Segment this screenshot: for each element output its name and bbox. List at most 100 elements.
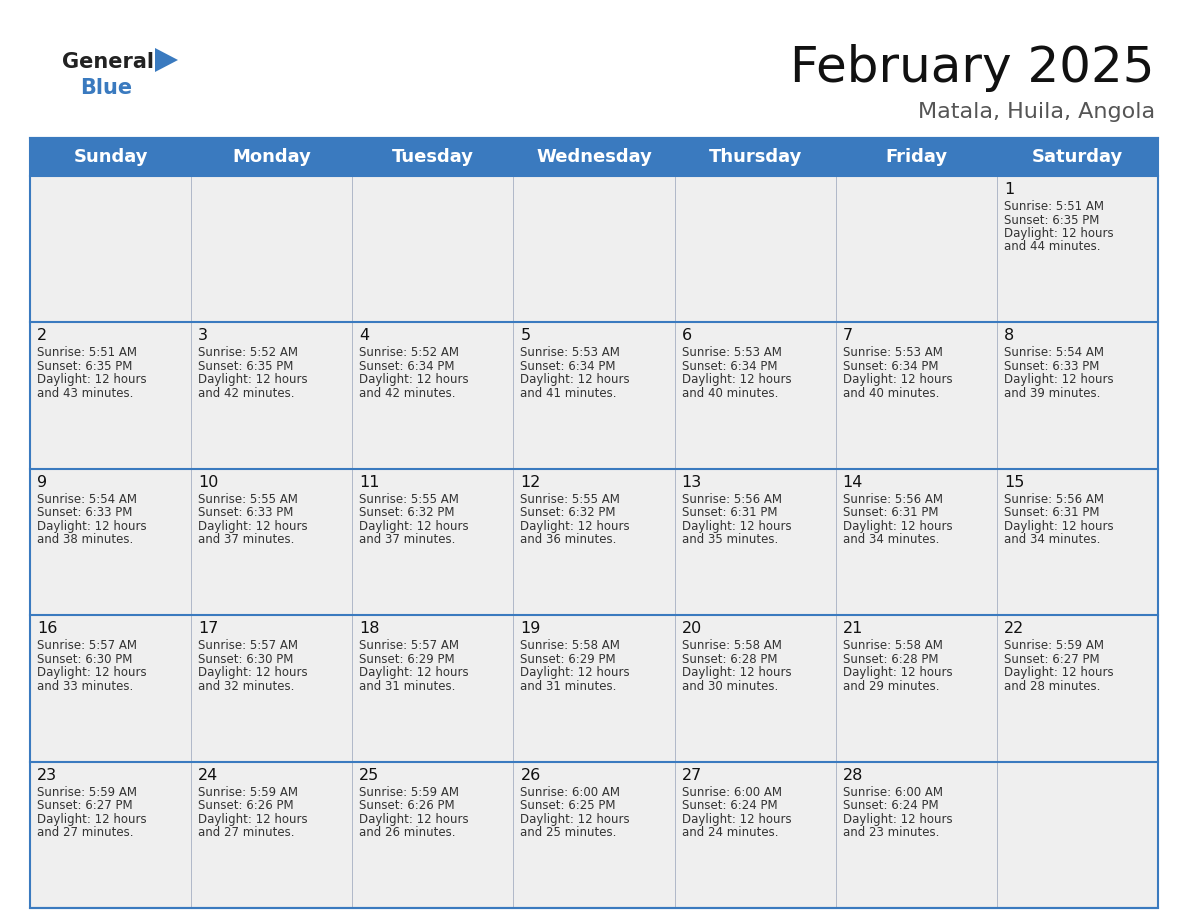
Text: Sunrise: 5:59 AM: Sunrise: 5:59 AM bbox=[1004, 639, 1104, 652]
Text: and 24 minutes.: and 24 minutes. bbox=[682, 826, 778, 839]
Text: Daylight: 12 hours: Daylight: 12 hours bbox=[842, 812, 953, 825]
Text: Daylight: 12 hours: Daylight: 12 hours bbox=[359, 666, 469, 679]
Text: Daylight: 12 hours: Daylight: 12 hours bbox=[198, 520, 308, 532]
Bar bbox=[675, 615, 835, 762]
Text: Tuesday: Tuesday bbox=[392, 148, 474, 166]
Bar bbox=[191, 762, 353, 908]
Text: Daylight: 12 hours: Daylight: 12 hours bbox=[37, 374, 146, 386]
Text: 1: 1 bbox=[1004, 182, 1015, 197]
Text: Sunset: 6:34 PM: Sunset: 6:34 PM bbox=[359, 360, 455, 373]
Text: 21: 21 bbox=[842, 621, 864, 636]
Text: and 30 minutes.: and 30 minutes. bbox=[682, 679, 778, 693]
Text: Daylight: 12 hours: Daylight: 12 hours bbox=[198, 374, 308, 386]
Bar bbox=[30, 322, 191, 469]
Text: Daylight: 12 hours: Daylight: 12 hours bbox=[359, 374, 469, 386]
Text: and 37 minutes.: and 37 minutes. bbox=[359, 533, 456, 546]
Bar bbox=[30, 469, 191, 615]
Text: Daylight: 12 hours: Daylight: 12 hours bbox=[198, 666, 308, 679]
Text: Sunrise: 5:56 AM: Sunrise: 5:56 AM bbox=[842, 493, 943, 506]
Bar bbox=[513, 762, 675, 908]
Text: 7: 7 bbox=[842, 329, 853, 343]
Text: Daylight: 12 hours: Daylight: 12 hours bbox=[682, 666, 791, 679]
Text: and 39 minutes.: and 39 minutes. bbox=[1004, 386, 1100, 400]
Bar bbox=[30, 762, 191, 908]
Text: and 34 minutes.: and 34 minutes. bbox=[842, 533, 939, 546]
Text: and 34 minutes.: and 34 minutes. bbox=[1004, 533, 1100, 546]
Text: Daylight: 12 hours: Daylight: 12 hours bbox=[682, 520, 791, 532]
Bar bbox=[997, 176, 1158, 322]
Bar bbox=[513, 615, 675, 762]
Text: Daylight: 12 hours: Daylight: 12 hours bbox=[842, 374, 953, 386]
Text: Sunrise: 6:00 AM: Sunrise: 6:00 AM bbox=[682, 786, 782, 799]
Text: Sunset: 6:35 PM: Sunset: 6:35 PM bbox=[198, 360, 293, 373]
Text: Sunrise: 5:55 AM: Sunrise: 5:55 AM bbox=[520, 493, 620, 506]
Text: Sunrise: 5:53 AM: Sunrise: 5:53 AM bbox=[842, 346, 942, 360]
Text: and 27 minutes.: and 27 minutes. bbox=[198, 826, 295, 839]
Text: and 25 minutes.: and 25 minutes. bbox=[520, 826, 617, 839]
Text: Sunset: 6:29 PM: Sunset: 6:29 PM bbox=[520, 653, 617, 666]
Text: Sunset: 6:35 PM: Sunset: 6:35 PM bbox=[1004, 214, 1099, 227]
Text: and 44 minutes.: and 44 minutes. bbox=[1004, 241, 1100, 253]
Text: Sunset: 6:35 PM: Sunset: 6:35 PM bbox=[37, 360, 132, 373]
Text: Blue: Blue bbox=[80, 78, 132, 98]
Bar bbox=[513, 469, 675, 615]
Text: Sunset: 6:28 PM: Sunset: 6:28 PM bbox=[842, 653, 939, 666]
Bar bbox=[30, 176, 191, 322]
Text: Daylight: 12 hours: Daylight: 12 hours bbox=[842, 520, 953, 532]
Text: 10: 10 bbox=[198, 475, 219, 490]
Text: Daylight: 12 hours: Daylight: 12 hours bbox=[359, 812, 469, 825]
Text: 28: 28 bbox=[842, 767, 864, 783]
Text: Daylight: 12 hours: Daylight: 12 hours bbox=[682, 812, 791, 825]
Text: Sunrise: 5:51 AM: Sunrise: 5:51 AM bbox=[1004, 200, 1104, 213]
Bar bbox=[675, 176, 835, 322]
Text: Sunday: Sunday bbox=[74, 148, 147, 166]
Text: Sunset: 6:26 PM: Sunset: 6:26 PM bbox=[359, 799, 455, 812]
Text: Daylight: 12 hours: Daylight: 12 hours bbox=[1004, 374, 1113, 386]
Bar bbox=[191, 322, 353, 469]
Text: and 40 minutes.: and 40 minutes. bbox=[842, 386, 939, 400]
Text: Sunset: 6:24 PM: Sunset: 6:24 PM bbox=[842, 799, 939, 812]
Text: 17: 17 bbox=[198, 621, 219, 636]
Bar bbox=[191, 615, 353, 762]
Text: Sunset: 6:27 PM: Sunset: 6:27 PM bbox=[1004, 653, 1099, 666]
Text: 25: 25 bbox=[359, 767, 379, 783]
Bar bbox=[675, 762, 835, 908]
Bar bbox=[30, 138, 1158, 908]
Bar bbox=[997, 469, 1158, 615]
Text: Sunrise: 5:56 AM: Sunrise: 5:56 AM bbox=[682, 493, 782, 506]
Text: Sunset: 6:33 PM: Sunset: 6:33 PM bbox=[1004, 360, 1099, 373]
Text: Friday: Friday bbox=[885, 148, 947, 166]
Text: Sunset: 6:31 PM: Sunset: 6:31 PM bbox=[1004, 507, 1099, 520]
Text: Daylight: 12 hours: Daylight: 12 hours bbox=[520, 374, 630, 386]
Text: Sunrise: 6:00 AM: Sunrise: 6:00 AM bbox=[520, 786, 620, 799]
Bar bbox=[513, 322, 675, 469]
Text: Sunrise: 5:56 AM: Sunrise: 5:56 AM bbox=[1004, 493, 1104, 506]
Text: Sunrise: 5:54 AM: Sunrise: 5:54 AM bbox=[37, 493, 137, 506]
Bar bbox=[191, 176, 353, 322]
Text: and 38 minutes.: and 38 minutes. bbox=[37, 533, 133, 546]
Text: Monday: Monday bbox=[233, 148, 311, 166]
Text: Daylight: 12 hours: Daylight: 12 hours bbox=[1004, 227, 1113, 240]
Text: Sunrise: 5:53 AM: Sunrise: 5:53 AM bbox=[520, 346, 620, 360]
Text: Sunrise: 5:53 AM: Sunrise: 5:53 AM bbox=[682, 346, 782, 360]
Text: Sunrise: 5:58 AM: Sunrise: 5:58 AM bbox=[842, 639, 942, 652]
Text: 9: 9 bbox=[37, 475, 48, 490]
Text: Daylight: 12 hours: Daylight: 12 hours bbox=[359, 520, 469, 532]
Bar bbox=[353, 615, 513, 762]
Text: and 35 minutes.: and 35 minutes. bbox=[682, 533, 778, 546]
Bar bbox=[353, 762, 513, 908]
Text: Daylight: 12 hours: Daylight: 12 hours bbox=[682, 374, 791, 386]
Text: 20: 20 bbox=[682, 621, 702, 636]
Text: and 28 minutes.: and 28 minutes. bbox=[1004, 679, 1100, 693]
Text: Sunrise: 5:57 AM: Sunrise: 5:57 AM bbox=[198, 639, 298, 652]
Bar bbox=[30, 138, 1158, 176]
Text: Sunset: 6:34 PM: Sunset: 6:34 PM bbox=[520, 360, 615, 373]
Text: Sunrise: 5:55 AM: Sunrise: 5:55 AM bbox=[198, 493, 298, 506]
Text: and 23 minutes.: and 23 minutes. bbox=[842, 826, 939, 839]
Bar bbox=[997, 615, 1158, 762]
Text: and 40 minutes.: and 40 minutes. bbox=[682, 386, 778, 400]
Text: Sunrise: 5:54 AM: Sunrise: 5:54 AM bbox=[1004, 346, 1104, 360]
Text: Daylight: 12 hours: Daylight: 12 hours bbox=[520, 520, 630, 532]
Text: Thursday: Thursday bbox=[708, 148, 802, 166]
Text: 18: 18 bbox=[359, 621, 380, 636]
